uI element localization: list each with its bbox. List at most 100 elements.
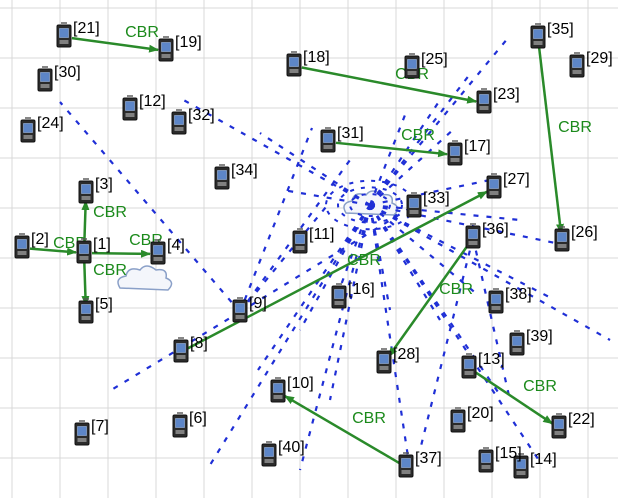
node-6[interactable]: [6]: [173, 410, 207, 437]
mobile-node-icon: [79, 179, 93, 203]
node-30[interactable]: [30]: [38, 64, 81, 91]
node-label-32: [32]: [188, 107, 215, 124]
node-label-30: [30]: [54, 64, 81, 81]
node-19[interactable]: [19]: [159, 34, 202, 61]
node-40[interactable]: [40]: [262, 439, 305, 466]
mobile-node-icon: [487, 174, 501, 198]
node-21[interactable]: [21]: [57, 20, 100, 47]
node-label-6: [6]: [189, 410, 207, 427]
mobile-node-icon: [489, 289, 503, 313]
node-23[interactable]: [23]: [477, 86, 520, 113]
node-label-35: [35]: [547, 21, 574, 38]
mobile-node-icon: [123, 96, 137, 120]
node-37[interactable]: [37]: [399, 450, 442, 477]
node-20[interactable]: [20]: [451, 405, 494, 432]
node-label-25: [25]: [421, 51, 448, 68]
node-29[interactable]: [29]: [570, 50, 613, 77]
node-label-39: [39]: [526, 328, 553, 345]
node-label-26: [26]: [571, 224, 598, 241]
mobile-node-icon: [407, 193, 421, 217]
node-label-23: [23]: [493, 86, 520, 103]
node-label-21: [21]: [73, 20, 100, 37]
node-label-9: [9]: [249, 295, 267, 312]
mobile-node-icon: [79, 299, 93, 323]
node-label-10: [10]: [287, 375, 314, 392]
node-label-4: [4]: [167, 237, 185, 254]
node-label-20: [20]: [467, 405, 494, 422]
cbr-flow-arrow-36-28: [389, 245, 469, 357]
node-38[interactable]: [38]: [489, 286, 532, 313]
cbr-flow-label-31-17: CBR: [401, 127, 435, 144]
node-label-31: [31]: [337, 125, 364, 142]
node-label-3: [3]: [95, 176, 113, 193]
node-label-15: [15]: [495, 445, 522, 462]
mobile-node-icon: [332, 284, 346, 308]
node-label-7: [7]: [91, 418, 109, 435]
node-label-1: [1]: [93, 236, 111, 253]
mobile-node-icon: [287, 52, 301, 76]
node-label-37: [37]: [415, 450, 442, 467]
node-label-27: [27]: [503, 171, 530, 188]
mobile-node-icon: [570, 53, 584, 77]
node-label-14: [14]: [530, 451, 557, 468]
node-label-12: [12]: [139, 93, 166, 110]
node-label-11: [11]: [309, 226, 335, 243]
cbr-flow-label-8-27: CBR: [347, 252, 381, 269]
node-33[interactable]: [33]: [407, 190, 450, 217]
node-label-34: [34]: [231, 162, 258, 179]
node-31[interactable]: [31]: [321, 125, 364, 152]
mobile-node-icon: [77, 239, 91, 263]
mobile-node-icon: [466, 224, 480, 248]
node-12[interactable]: [12]: [123, 93, 166, 120]
node-9[interactable]: [9]: [233, 295, 267, 322]
cbr-flow-arrow-35-26: [539, 46, 561, 233]
mobile-node-icon: [552, 414, 566, 438]
node-7[interactable]: [7]: [75, 418, 109, 445]
mobile-node-icon: [159, 37, 173, 61]
cbr-flow-label-21-19: CBR: [125, 24, 159, 41]
node-2[interactable]: [2]: [15, 231, 49, 258]
node-11[interactable]: [11]: [293, 226, 335, 253]
cbr-flow-label-37-10: CBR: [352, 410, 386, 427]
broadcast-dash-line: [300, 205, 370, 470]
node-label-40: [40]: [278, 439, 305, 456]
node-label-18: [18]: [303, 49, 330, 66]
node-28[interactable]: [28]: [377, 346, 420, 373]
node-24[interactable]: [24]: [21, 115, 64, 142]
node-label-24: [24]: [37, 115, 64, 132]
node-label-17: [17]: [464, 138, 491, 155]
mobile-node-icon: [479, 448, 493, 472]
mobile-node-icon: [172, 110, 186, 134]
broadcast-dash-line: [370, 205, 410, 470]
cbr-flow-arrow-8-27: [188, 192, 487, 349]
mobile-node-icon: [233, 298, 247, 322]
node-16[interactable]: [16]: [332, 281, 375, 308]
node-32[interactable]: [32]: [172, 107, 215, 134]
cbr-flow-arrow-18-23: [302, 68, 476, 102]
mobile-node-icon: [451, 408, 465, 432]
mobile-node-icon: [555, 227, 569, 251]
node-34[interactable]: [34]: [215, 162, 258, 189]
broadcast-dash-line: [340, 205, 370, 288]
mobile-node-icon: [21, 118, 35, 142]
mobile-node-icon: [15, 234, 29, 258]
node-17[interactable]: [17]: [448, 138, 491, 165]
mobile-node-icon: [321, 128, 335, 152]
mobile-node-icon: [75, 421, 89, 445]
cbr-flow-label-13-22: CBR: [523, 378, 557, 395]
mobile-node-icon: [405, 54, 419, 78]
node-13[interactable]: [13]: [462, 351, 505, 378]
node-27[interactable]: [27]: [487, 171, 530, 198]
node-35[interactable]: [35]: [531, 21, 574, 48]
node-label-36: [36]: [482, 221, 509, 238]
node-label-33: [33]: [423, 190, 450, 207]
node-label-5: [5]: [95, 296, 113, 313]
cbr-flow-arrow-1-4: [92, 253, 150, 254]
node-label-22: [22]: [568, 411, 595, 428]
node-39[interactable]: [39]: [510, 328, 553, 355]
mobile-node-icon: [510, 331, 524, 355]
node-label-13: [13]: [478, 351, 505, 368]
node-10[interactable]: [10]: [271, 375, 314, 402]
cbr-flow-label-1-5: CBR: [93, 262, 127, 279]
